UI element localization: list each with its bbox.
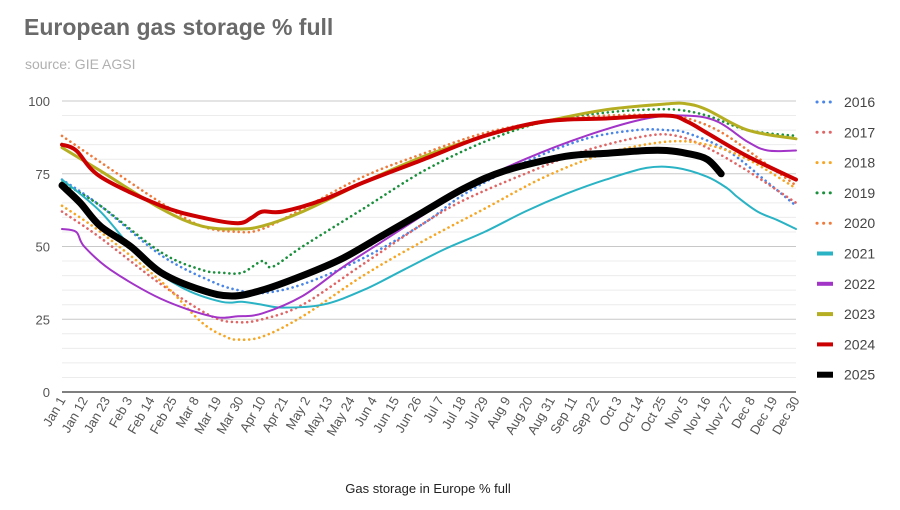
legend-label: 2021 [844,246,875,262]
y-tick-label: 25 [36,312,50,327]
legend-item-2018: 2018 [815,155,875,171]
legend-label: 2024 [844,336,875,352]
legend-item-2019: 2019 [815,185,875,201]
series-line-2025 [58,146,725,300]
legend-label: 2016 [844,94,875,110]
legend-item-2024: 2024 [817,336,875,352]
y-tick-label: 0 [43,385,50,400]
legend-label: 2025 [844,367,875,383]
series-line-2018 [60,139,798,342]
legend-label: 2022 [844,276,875,292]
series-layer [58,101,798,342]
series-line-2022 [61,114,797,319]
chart-title: European gas storage % full [24,14,334,40]
x-axis-label: Gas storage in Europe % full [345,481,511,496]
series-line-2020 [60,113,798,234]
y-axis: 0 25 50 75 100 [28,94,50,400]
series-line-2016 [60,128,798,295]
legend-label: 2020 [844,215,875,231]
series-line-2023 [60,101,798,231]
y-tick-label: 75 [36,167,50,182]
legend-item-2022: 2022 [817,276,875,292]
legend-item-2016: 2016 [815,94,875,110]
y-tick-label: 100 [28,94,50,109]
legend-item-2025: 2025 [817,367,875,383]
series-line-2017 [60,132,798,324]
y-tick-label: 50 [36,240,50,255]
legend: 2016 2017 2018 2019 2020 2021 2022 2023 2024 2025 [815,94,875,383]
legend-label: 2018 [844,155,875,171]
chart-subtitle: source: GIE AGSI [25,56,136,72]
grid-layer [62,100,796,393]
legend-label: 2017 [844,124,875,140]
legend-item-2021: 2021 [817,246,875,262]
legend-item-2023: 2023 [817,306,875,322]
legend-item-2017: 2017 [815,124,875,140]
legend-label: 2023 [844,306,875,322]
series-line-2024 [60,113,798,226]
legend-item-2020: 2020 [815,215,875,231]
legend-label: 2019 [844,185,875,201]
series-line-2019 [60,107,798,275]
series-line-2021 [61,165,797,309]
